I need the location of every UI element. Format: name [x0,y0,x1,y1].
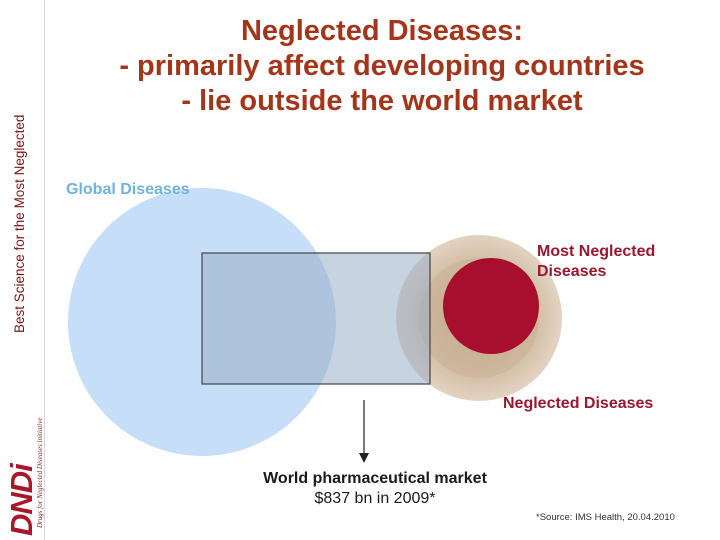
world-market-box [201,252,431,385]
most-neglected-label-line-2: Diseases [537,263,607,280]
most-neglected-label-line-1: Most Neglected [537,243,656,260]
market-caption-line-2: $837 bn in 2009* [314,490,436,507]
title-line-2: - primarily affect developing countries [119,50,645,82]
global-diseases-label: Global Diseases [66,181,190,198]
sidebar: Best Science for the Most Neglected DNDi… [0,0,45,540]
slide-title: Neglected Diseases: - primarily affect d… [52,14,712,119]
neglected-diseases-label: Neglected Diseases [503,395,654,412]
most-neglected-diseases-circle [443,258,539,354]
source-footnote: *Source: IMS Health, 20.04.2010 [536,512,675,523]
title-line-1: Neglected Diseases: [240,15,524,47]
market-caption-line-1: World pharmaceutical market [263,470,487,487]
market-arrow-head [359,453,369,463]
title-line-3: - lie outside the world market [181,85,583,117]
most-neglected-label: Most Neglected Diseases [537,242,655,282]
world-market-caption: World pharmaceutical market $837 bn in 2… [240,469,510,509]
